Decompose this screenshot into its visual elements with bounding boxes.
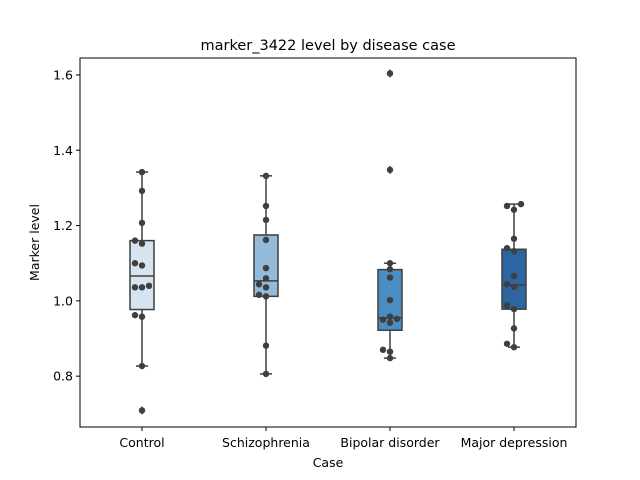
data-point	[138, 362, 146, 370]
data-point	[262, 264, 270, 272]
data-point	[131, 237, 139, 244]
data-point	[386, 166, 394, 174]
box-group-control	[129, 171, 155, 415]
y-tick-label: 1.0	[53, 293, 73, 308]
data-point	[503, 244, 511, 252]
data-point	[386, 266, 394, 273]
data-point	[393, 315, 401, 323]
data-point	[386, 313, 394, 320]
data-point	[386, 296, 394, 304]
data-point	[503, 340, 511, 347]
data-point	[510, 343, 518, 351]
data-point	[503, 281, 511, 288]
data-point	[510, 305, 518, 313]
data-point	[510, 235, 518, 242]
data-point	[510, 325, 518, 332]
data-point	[386, 319, 394, 326]
data-point	[262, 275, 270, 282]
data-point	[145, 282, 153, 290]
data-point	[138, 168, 146, 176]
data-point	[138, 262, 146, 269]
data-point	[131, 260, 139, 267]
y-tick-label: 1.6	[53, 67, 73, 82]
data-point	[510, 272, 518, 280]
data-point	[255, 291, 263, 299]
data-point	[386, 348, 394, 355]
data-point	[138, 187, 146, 195]
data-point	[262, 293, 270, 300]
box	[501, 248, 527, 310]
data-point	[262, 284, 270, 291]
data-point	[255, 281, 263, 288]
data-point	[503, 302, 511, 309]
data-point	[262, 236, 270, 244]
data-point	[262, 202, 270, 210]
data-point	[138, 284, 146, 291]
data-point	[138, 313, 146, 320]
data-point	[262, 216, 270, 224]
x-axis-label: Case	[313, 455, 344, 470]
data-point	[379, 316, 387, 323]
y-tick-label: 0.8	[53, 369, 73, 384]
data-point	[262, 172, 270, 180]
data-point	[503, 202, 511, 210]
x-tick-label: Control	[119, 435, 164, 450]
y-tick-label: 1.4	[53, 143, 73, 158]
x-tick-label: Bipolar disorder	[340, 435, 440, 450]
data-point	[386, 274, 394, 281]
plot-frame	[79, 57, 577, 428]
x-tick-label: Major depression	[461, 435, 568, 450]
axes: 0.8 1.0 1.2 1.4 1.6 Control Schizophrenia Bipol…	[53, 67, 567, 450]
data-point	[510, 283, 518, 291]
data-point	[510, 206, 518, 213]
x-tick-label: Schizophrenia	[222, 435, 310, 450]
plot-area	[129, 69, 527, 415]
data-point	[386, 260, 394, 267]
data-point	[138, 219, 146, 227]
data-point	[138, 240, 146, 247]
data-point	[138, 407, 146, 414]
data-point	[131, 311, 139, 319]
data-point	[262, 342, 270, 349]
data-point	[517, 200, 525, 208]
box	[129, 239, 155, 311]
y-tick-label: 1.2	[53, 218, 73, 233]
data-point	[379, 346, 387, 354]
chart-title: marker_3422 level by disease case	[201, 38, 456, 54]
data-point	[386, 70, 394, 77]
y-axis-label: Marker level	[27, 204, 42, 281]
data-point	[386, 354, 394, 362]
data-point	[262, 370, 270, 378]
data-point	[510, 247, 518, 255]
data-point	[131, 284, 139, 291]
